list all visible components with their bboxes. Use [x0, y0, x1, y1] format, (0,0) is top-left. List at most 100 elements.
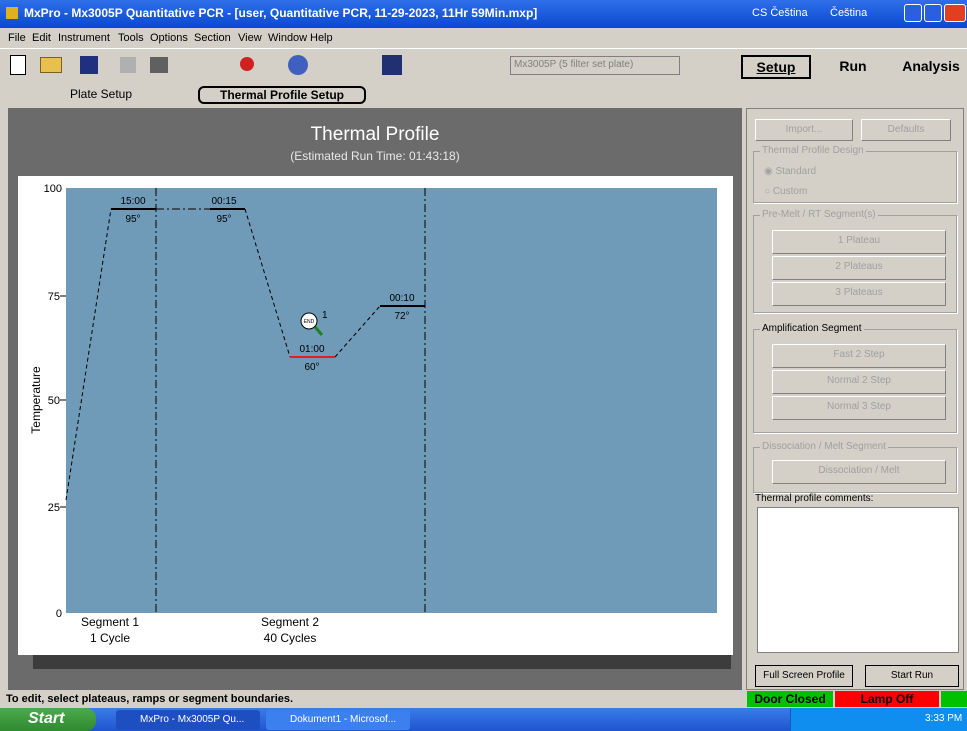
status-bar: To edit, select plateaus, ramps or segme…	[0, 690, 967, 708]
defaults-button[interactable]: Defaults	[861, 119, 951, 141]
ramps[interactable]	[65, 208, 381, 501]
menu-item[interactable]: Help	[310, 32, 333, 44]
open-icon[interactable]	[40, 57, 62, 73]
menu-item[interactable]: View	[238, 32, 262, 44]
plateau-temp: 60°	[304, 362, 319, 373]
plateau-time: 00:15	[211, 196, 236, 207]
radio-label: Standard	[775, 166, 817, 177]
icon[interactable]	[240, 57, 254, 71]
app-icon	[6, 7, 18, 19]
close[interactable]	[944, 4, 966, 22]
clock: 3:33 PM	[925, 713, 963, 724]
button[interactable]: Normal 3 Step	[772, 396, 946, 420]
y-tick-label: 50	[48, 395, 60, 407]
dissociation-group: Dissociation / Melt Segment Dissociation…	[753, 441, 957, 493]
end-marker-count: 1	[322, 310, 328, 321]
chart-title: Thermal Profile	[311, 124, 440, 145]
analysis-button[interactable]: Analysis	[902, 58, 960, 74]
button[interactable]: 3 Plateaus	[772, 282, 946, 306]
new-icon[interactable]	[10, 55, 26, 75]
side-panel: Import... Defaults Thermal Profile Desig…	[746, 108, 964, 690]
menu-item[interactable]: Window	[268, 32, 308, 44]
task-button[interactable]: MxPro - Mx3005P Qu...	[116, 710, 260, 730]
menu-item[interactable]: Edit	[32, 32, 51, 44]
lamp-status: Lamp Off	[835, 691, 939, 707]
language[interactable]: CS Čeština	[752, 7, 808, 19]
y-tick-label: 100	[44, 183, 62, 195]
tab-active[interactable]: Thermal Profile Setup	[198, 86, 366, 104]
menu-item[interactable]: Options	[150, 32, 188, 44]
end-marker[interactable]: END 1	[300, 310, 328, 336]
menu-item[interactable]: File	[8, 32, 26, 44]
plot-area[interactable]	[66, 188, 717, 613]
icon[interactable]	[120, 57, 136, 73]
y-tick-label: 75	[48, 291, 60, 303]
title-bar: MxPro - Mx3005P Quantitative PCR - [user…	[0, 0, 967, 28]
minimize[interactable]	[904, 4, 922, 22]
group-title: Pre-Melt / RT Segment(s)	[760, 209, 878, 220]
keyboard[interactable]: Čeština	[830, 7, 868, 19]
icon[interactable]	[382, 55, 402, 75]
group-title: Dissociation / Melt Segment	[760, 441, 888, 452]
plateau-temp: 72°	[394, 311, 409, 322]
plateau-time: 00:10	[389, 293, 414, 304]
segment-boundaries[interactable]	[155, 188, 426, 613]
menu-item[interactable]: Instrument	[58, 32, 110, 44]
door-status: Door Closed	[747, 691, 833, 707]
button[interactable]: 1 Plateau	[772, 230, 946, 254]
menu-bar: File Edit Instrument Tools Options Secti…	[0, 28, 967, 48]
button[interactable]: Dissociation / Melt	[772, 460, 946, 484]
segment-cycles: 1 Cycle	[90, 631, 130, 645]
menu-item[interactable]: Tools	[118, 32, 144, 44]
radio-label: Custom	[772, 186, 808, 197]
y-ticks	[60, 295, 66, 508]
segment-cycles: 40 Cycles	[264, 631, 317, 645]
y-axis-label: Temperature	[29, 366, 43, 434]
save-icon[interactable]	[80, 56, 98, 74]
segment-name: Segment 1	[81, 615, 139, 629]
full-screen-button[interactable]: Full Screen Profile	[755, 665, 853, 687]
comments-label: Thermal profile comments:	[755, 493, 874, 504]
status-hint: To edit, select plateaus, ramps or segme…	[6, 693, 294, 705]
button[interactable]: Normal 2 Step	[772, 370, 946, 394]
plateau-temp: 95°	[216, 214, 231, 225]
start-run-button[interactable]: Start Run	[865, 665, 959, 687]
group-title: Amplification Segment	[760, 323, 864, 334]
button[interactable]: Fast 2 Step	[772, 344, 946, 368]
restore[interactable]	[924, 4, 942, 22]
plateau-temp: 95°	[125, 214, 140, 225]
import-button[interactable]: Import...	[755, 119, 853, 141]
menu-item[interactable]: Section	[194, 32, 231, 44]
chart-subtitle: (Estimated Run Time: 01:43:18)	[290, 149, 459, 163]
print-icon[interactable]	[150, 57, 168, 73]
amplification-group: Amplification Segment Fast 2 Step Normal…	[753, 323, 957, 433]
y-tick-label: 25	[48, 502, 60, 514]
taskbar: Start MxPro - Mx3005P Qu... Dokument1 - …	[0, 708, 967, 731]
plateau-time: 15:00	[120, 196, 145, 207]
icon[interactable]	[288, 55, 308, 75]
toolbar: Mx3005P (5 filter set plate) Setup Run A…	[0, 48, 967, 81]
plateaus[interactable]	[111, 208, 425, 358]
thermal-profile-panel: Thermal Profile (Estimated Run Time: 01:…	[8, 108, 742, 690]
premelt-group: Pre-Melt / RT Segment(s) 1 Plateau 2 Pla…	[753, 209, 957, 313]
radio-custom[interactable]: ○ Custom	[764, 186, 808, 197]
task-button[interactable]: Dokument1 - Microsof...	[266, 710, 410, 730]
end-icon: END	[304, 319, 315, 325]
button[interactable]: 2 Plateaus	[772, 256, 946, 280]
system-tray: 3:33 PM	[790, 708, 967, 731]
tab[interactable]: Plate Setup	[69, 87, 133, 101]
window-title: MxPro - Mx3005P Quantitative PCR - [user…	[24, 6, 538, 20]
y-tick-label: 0	[56, 608, 62, 620]
group-title: Thermal Profile Design	[760, 145, 866, 156]
status-indicator	[941, 691, 967, 707]
comments-box[interactable]	[757, 507, 959, 653]
setup-button[interactable]: Setup	[741, 55, 811, 79]
radio-standard[interactable]: ◉ Standard	[764, 166, 817, 177]
design-group: Thermal Profile Design ◉ Standard ○ Cust…	[753, 145, 957, 203]
run-button[interactable]: Run	[839, 58, 867, 74]
start-button[interactable]: Start	[0, 708, 96, 731]
segment-name: Segment 2	[261, 615, 319, 629]
plate-type-dropdown[interactable]: Mx3005P (5 filter set plate)	[510, 56, 680, 75]
plateau-time: 01:00	[299, 344, 324, 355]
